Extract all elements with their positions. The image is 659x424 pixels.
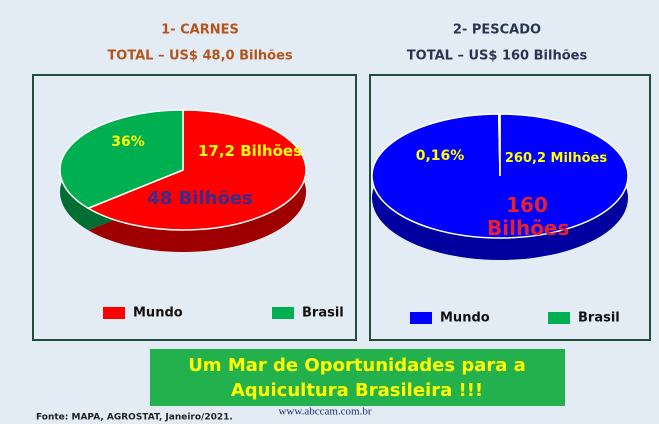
annotation: 160 Bilhões <box>487 193 570 240</box>
pie-slice <box>86 109 307 231</box>
data-label: 0,16% <box>416 148 465 164</box>
banner-text: Um Mar de Oportunidades para a <box>188 355 526 376</box>
pie-slice <box>59 109 184 210</box>
panel <box>32 74 357 341</box>
chart-title: 2- PESCADO <box>453 23 541 38</box>
legend-swatch <box>410 312 432 324</box>
legend-swatch <box>103 307 125 319</box>
annotation: 17,2 Bilhões <box>197 142 303 160</box>
pie-slice <box>497 113 501 177</box>
website: www.abccam.com.br <box>278 406 371 418</box>
chart-subtitle: TOTAL – US$ 160 Bilhões <box>407 49 588 64</box>
source: Fonte: MAPA, AGROSTAT, Janeiro/2021. <box>36 413 233 423</box>
panel <box>369 74 651 341</box>
data-label: 36% <box>111 134 145 150</box>
legend-swatch <box>548 312 570 324</box>
banner-text: Aquicultura Brasileira !!! <box>231 380 483 401</box>
chart-title: 1- CARNES <box>161 23 239 38</box>
chart-subtitle: TOTAL – US$ 48,0 Bilhões <box>107 49 293 64</box>
annotation: 48 Bilhões <box>147 188 253 210</box>
legend-label: Brasil <box>578 311 620 326</box>
legend-swatch <box>272 307 294 319</box>
legend-label: Brasil <box>302 306 344 321</box>
legend-label: Mundo <box>133 306 183 321</box>
legend-label: Mundo <box>440 311 490 326</box>
annotation: 260,2 Milhões <box>504 151 608 167</box>
banner-box <box>150 349 565 406</box>
